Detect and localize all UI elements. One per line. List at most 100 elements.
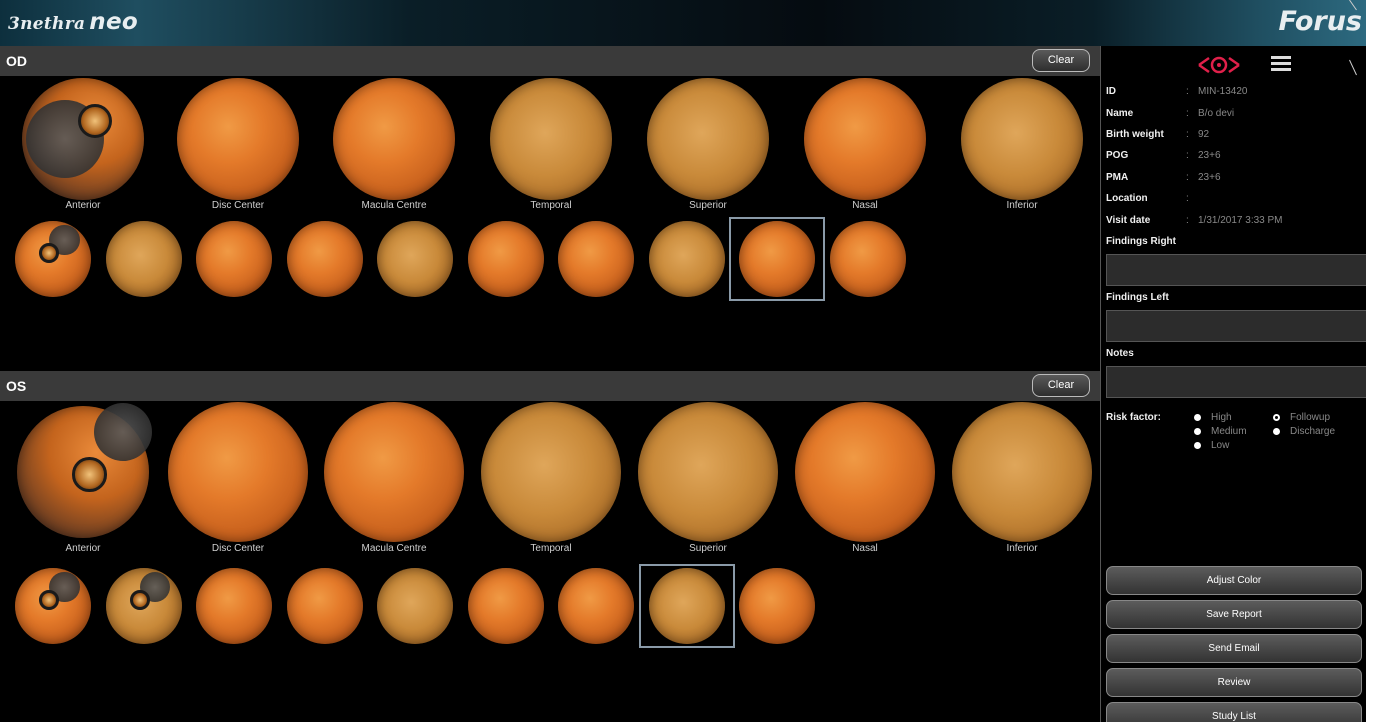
findings-left-label: Findings Left	[1106, 292, 1169, 303]
optic-disc-reflection	[39, 590, 60, 610]
radio-dot-icon	[1194, 427, 1201, 435]
od-caption-3: Macula Centre	[361, 200, 427, 211]
os-image-7[interactable]	[952, 402, 1092, 542]
od-image-4[interactable]	[490, 78, 612, 200]
review-button[interactable]: Review	[1106, 668, 1362, 697]
os-image-2[interactable]	[168, 402, 308, 542]
info-key: Birth weight	[1106, 129, 1164, 140]
followup-radio-followup[interactable]: Followup	[1273, 412, 1330, 424]
od-thumbnail[interactable]	[105, 221, 182, 297]
od-image-1[interactable]	[22, 78, 144, 200]
brand-suffix: neo	[89, 9, 138, 35]
send-email-button[interactable]: Send Email	[1106, 634, 1362, 663]
od-label: OD	[6, 53, 27, 69]
info-value: 1/31/2017 3:33 PM	[1198, 215, 1283, 226]
od-thumbnail[interactable]	[648, 221, 725, 297]
od-caption-7: Inferior	[1006, 200, 1038, 211]
info-value: 92	[1198, 129, 1210, 140]
radio-dot-icon	[1194, 441, 1201, 449]
study-list-button[interactable]: Study List	[1106, 702, 1362, 722]
followup-radio-discharge[interactable]: Discharge	[1273, 426, 1335, 438]
od-caption-5: Superior	[689, 200, 727, 211]
radio-dot-icon	[1273, 413, 1280, 421]
window-margin	[1349, 0, 1373, 722]
info-separator: :	[1186, 129, 1189, 140]
os-selected-thumbnail-frame	[638, 564, 735, 648]
info-key: Location	[1106, 193, 1148, 204]
company-logo: Forus	[1278, 6, 1362, 37]
os-thumbnail[interactable]	[105, 568, 182, 644]
od-clear-button[interactable]: Clear	[1032, 49, 1090, 72]
od-thumbnail[interactable]	[739, 221, 815, 297]
os-thumbnail[interactable]	[196, 568, 272, 644]
os-thumbnail[interactable]	[15, 568, 91, 644]
os-thumbnail[interactable]	[739, 568, 815, 644]
od-image-3[interactable]	[333, 78, 455, 200]
radio-dot-icon	[1194, 413, 1201, 421]
os-clear-button[interactable]: Clear	[1032, 374, 1090, 397]
os-header: OS Clear	[0, 371, 1100, 401]
save-report-button[interactable]: Save Report	[1106, 600, 1362, 629]
od-thumbnail[interactable]	[15, 221, 91, 297]
brand-prefix: 3nethra	[8, 14, 86, 34]
os-caption-1: Anterior	[65, 543, 101, 554]
os-image-1[interactable]	[17, 403, 152, 538]
app-logo: 3nethra neo	[8, 9, 138, 35]
os-caption-3: Macula Centre	[361, 543, 427, 554]
od-caption-1: Anterior	[65, 200, 101, 211]
optic-disc-reflection	[72, 457, 107, 492]
od-image-2[interactable]	[177, 78, 299, 200]
radio-label: High	[1211, 412, 1232, 423]
risk-radio-high[interactable]: High	[1194, 412, 1232, 424]
hamburger-menu-icon[interactable]	[1271, 56, 1291, 72]
findings-right-field[interactable]	[1106, 254, 1368, 286]
info-separator: :	[1186, 86, 1189, 97]
os-thumbnail[interactable]	[286, 568, 363, 644]
os-caption-6: Nasal	[852, 543, 878, 554]
os-thumbnail[interactable]	[377, 568, 453, 644]
od-image-7[interactable]	[961, 78, 1083, 200]
od-thumbnail[interactable]	[829, 221, 906, 297]
info-separator: :	[1186, 172, 1189, 183]
od-image-6[interactable]	[804, 78, 926, 200]
corner-decoration	[1349, 0, 1357, 76]
od-thumbnail[interactable]	[467, 221, 544, 297]
os-caption-7: Inferior	[1006, 543, 1038, 554]
info-separator: :	[1186, 150, 1189, 161]
os-thumbnail[interactable]	[558, 568, 634, 644]
lens-shadow	[93, 403, 152, 462]
info-key: Name	[1106, 108, 1134, 119]
os-caption-4: Temporal	[530, 543, 572, 554]
od-image-5[interactable]	[647, 78, 769, 200]
os-image-6[interactable]	[795, 402, 935, 542]
optic-disc-reflection	[78, 103, 113, 138]
notes-field[interactable]	[1106, 366, 1368, 398]
od-thumbnail[interactable]	[377, 221, 453, 297]
patient-panel: ID: MIN-13420 Name: B/o devi Birth weight:92…	[1100, 46, 1368, 722]
info-key: POG	[1106, 150, 1129, 161]
od-caption-2: Disc Center	[211, 200, 265, 211]
risk-radio-medium[interactable]: Medium	[1194, 426, 1247, 438]
os-thumbnail[interactable]	[467, 568, 544, 644]
info-value: B/o devi	[1198, 108, 1235, 119]
title-bar: 3nethra neo Forus	[0, 0, 1366, 46]
os-label: OS	[6, 378, 27, 394]
os-image-3[interactable]	[324, 402, 464, 542]
findings-left-field[interactable]	[1106, 310, 1368, 342]
os-thumbnail[interactable]	[648, 568, 725, 644]
info-key: PMA	[1106, 172, 1129, 183]
optic-disc-reflection	[129, 590, 150, 610]
os-caption-2: Disc Center	[211, 543, 265, 554]
od-selected-thumbnail-frame	[729, 217, 825, 301]
radio-dot-icon	[1273, 427, 1280, 435]
info-separator: :	[1186, 108, 1189, 119]
od-thumbnail[interactable]	[196, 221, 272, 297]
adjust-color-button[interactable]: Adjust Color	[1106, 566, 1362, 595]
od-thumbnail[interactable]	[558, 221, 634, 297]
info-key: Visit date	[1106, 215, 1151, 226]
os-image-5[interactable]	[638, 402, 778, 542]
od-thumbnail[interactable]	[286, 221, 363, 297]
risk-radio-low[interactable]: Low	[1194, 440, 1229, 452]
os-image-4[interactable]	[481, 402, 621, 542]
